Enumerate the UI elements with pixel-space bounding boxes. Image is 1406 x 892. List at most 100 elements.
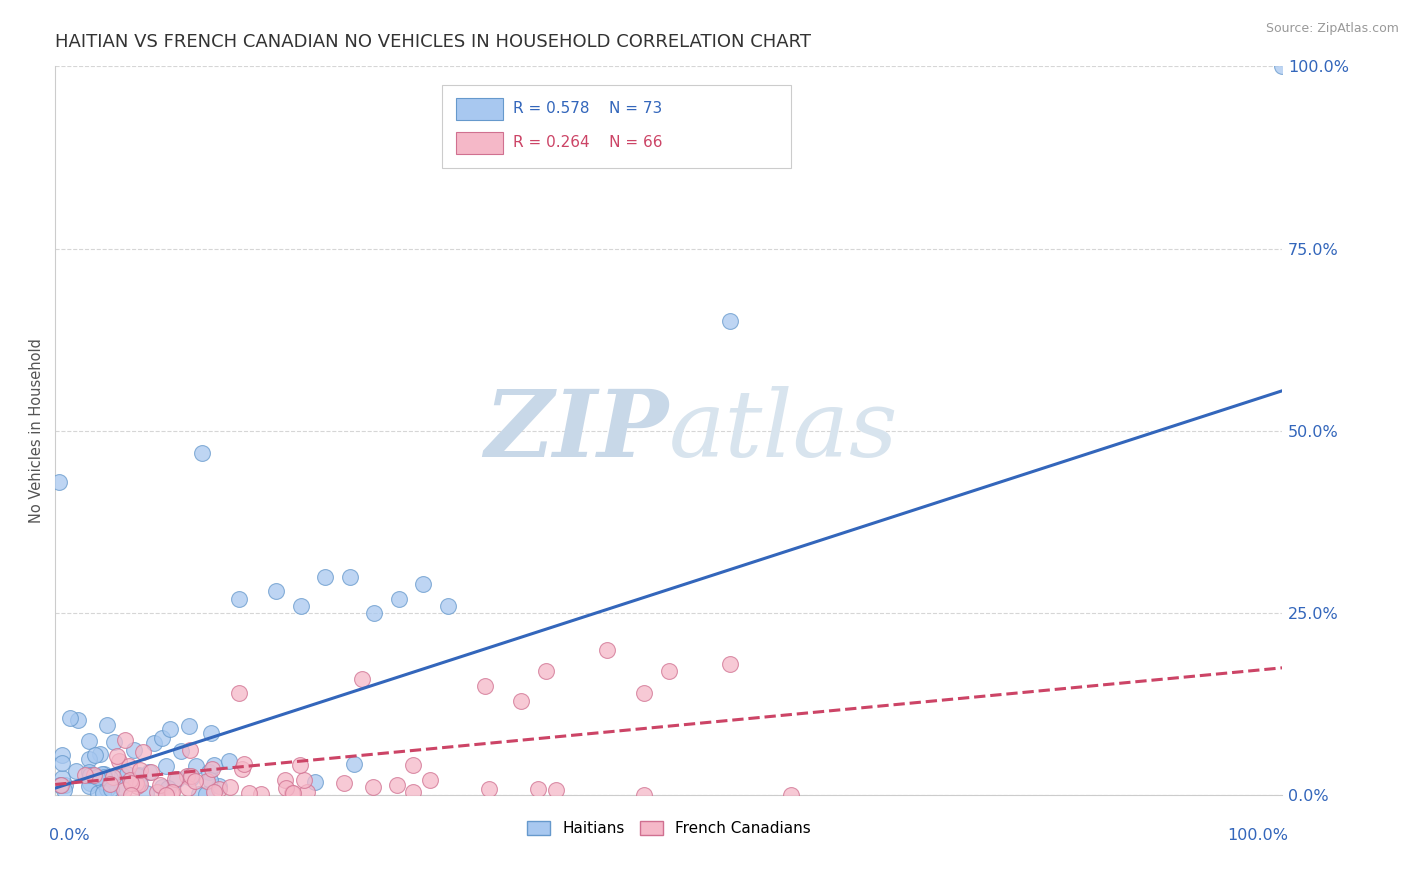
Text: 0.0%: 0.0% [49, 829, 90, 843]
Point [120, 788, 142, 802]
Point [65, 764, 87, 779]
Point [149, 777, 172, 791]
Point [84, 747, 107, 762]
Point [129, 763, 152, 777]
Legend: Haitians, French Canadians: Haitians, French Canadians [520, 814, 817, 842]
Point [294, 772, 316, 787]
Point [112, 782, 135, 797]
Point [51, 756, 73, 771]
Text: atlas: atlas [669, 386, 898, 475]
Point [718, 314, 741, 328]
Point [49, 778, 72, 792]
Point [96, 718, 118, 732]
Point [52, 782, 75, 797]
Point [163, 772, 186, 786]
Point [204, 784, 226, 798]
Point [350, 672, 373, 686]
Point [143, 736, 166, 750]
Point [75, 767, 97, 781]
Point [333, 775, 356, 789]
Point [110, 780, 132, 794]
Point [412, 577, 434, 591]
FancyBboxPatch shape [457, 97, 503, 120]
Point [186, 759, 208, 773]
Point [534, 665, 557, 679]
Text: R = 0.264    N = 66: R = 0.264 N = 66 [513, 136, 662, 151]
Point [159, 786, 181, 800]
Point [1271, 59, 1294, 73]
Point [91, 766, 114, 780]
Point [124, 743, 146, 757]
Point [385, 778, 408, 792]
Text: R = 0.578    N = 73: R = 0.578 N = 73 [513, 101, 662, 116]
Point [195, 774, 218, 789]
Point [150, 780, 173, 794]
Point [250, 787, 273, 801]
Point [339, 569, 361, 583]
Point [218, 780, 240, 795]
Point [510, 693, 533, 707]
Point [93, 770, 115, 784]
Point [51, 748, 73, 763]
Point [437, 599, 460, 613]
FancyBboxPatch shape [457, 132, 503, 153]
Point [478, 782, 501, 797]
Point [118, 772, 141, 787]
Point [238, 786, 260, 800]
Point [51, 771, 73, 785]
Point [103, 735, 125, 749]
Point [180, 769, 202, 783]
Point [127, 769, 149, 783]
Point [314, 569, 336, 583]
Point [177, 719, 200, 733]
Point [59, 710, 82, 724]
Y-axis label: No Vehicles in Household: No Vehicles in Household [30, 338, 44, 524]
Point [228, 686, 250, 700]
Point [77, 779, 100, 793]
Point [155, 788, 177, 802]
Point [120, 776, 142, 790]
Point [194, 787, 217, 801]
Point [231, 762, 253, 776]
Point [363, 606, 385, 620]
Point [295, 784, 318, 798]
Point [132, 745, 155, 759]
Point [596, 642, 619, 657]
Point [191, 446, 214, 460]
Point [281, 786, 304, 800]
Point [361, 780, 384, 794]
Point [128, 767, 150, 781]
Point [125, 779, 148, 793]
Point [79, 775, 101, 789]
Point [128, 774, 150, 789]
Point [184, 773, 207, 788]
Point [633, 686, 655, 700]
Point [290, 599, 312, 613]
Point [79, 768, 101, 782]
Point [146, 785, 169, 799]
Point [200, 726, 222, 740]
Point [188, 788, 211, 802]
Point [304, 774, 326, 789]
Point [111, 768, 134, 782]
Point [474, 679, 496, 693]
Point [105, 748, 128, 763]
Point [155, 758, 177, 772]
Point [546, 783, 568, 797]
Point [343, 757, 366, 772]
Text: Source: ZipAtlas.com: Source: ZipAtlas.com [1265, 22, 1399, 36]
Point [91, 774, 114, 789]
Point [103, 770, 125, 784]
Point [53, 778, 76, 792]
Point [49, 778, 72, 792]
Point [208, 779, 231, 793]
Point [67, 713, 90, 727]
Point [177, 769, 200, 783]
Point [718, 657, 741, 672]
Point [108, 755, 131, 769]
Point [401, 784, 423, 798]
Point [281, 785, 304, 799]
Point [633, 789, 655, 803]
Point [169, 744, 191, 758]
Point [264, 584, 287, 599]
